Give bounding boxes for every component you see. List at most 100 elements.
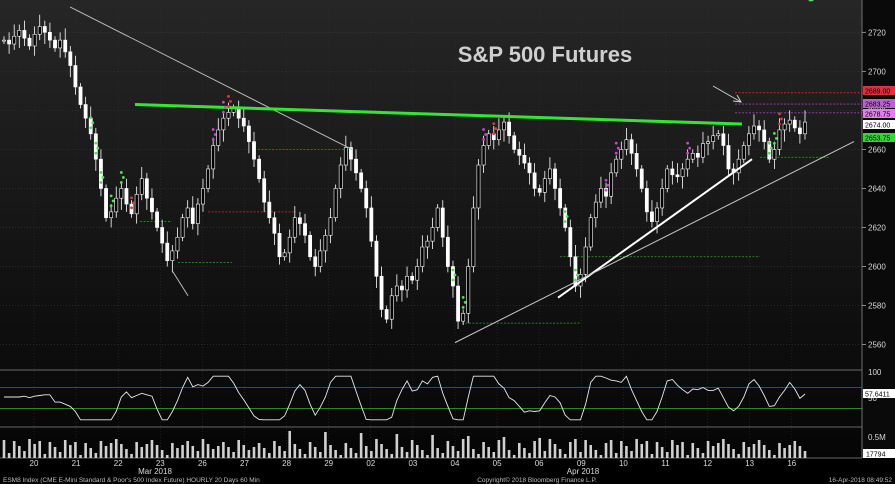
volume-bar (79, 455, 82, 458)
candle-body (53, 39, 57, 49)
candle-body (782, 123, 787, 131)
volume-bar (303, 454, 307, 458)
candle-body (287, 236, 292, 254)
setup-marker (574, 268, 577, 272)
volume-bar (222, 442, 225, 458)
volume-bar (548, 439, 552, 458)
setup-marker (96, 146, 100, 150)
candle-body (252, 141, 256, 160)
volume-bar (533, 441, 536, 458)
volume-bar (446, 441, 450, 458)
volume-bar (757, 440, 761, 458)
candle-body (410, 275, 415, 281)
setup-marker (686, 141, 690, 145)
setup-marker (94, 141, 98, 145)
price-tag-2678.75 (863, 109, 895, 118)
candle-body (701, 143, 705, 158)
y-tick-label-2720: 2720 (868, 28, 886, 37)
volume-bar (599, 455, 603, 458)
setup-marker (772, 132, 776, 135)
volume-value-label: 17794 (866, 452, 886, 459)
candle-body (379, 275, 384, 310)
x-tick-label-10: 10 (619, 459, 628, 468)
setup-marker (604, 188, 608, 192)
volume-bar (405, 452, 409, 458)
candle-body (277, 233, 282, 258)
volume-bar (563, 454, 567, 458)
candle-body (267, 201, 272, 219)
setup-marker (461, 305, 465, 309)
setup-marker (130, 196, 133, 200)
candle-body (272, 217, 277, 234)
setup-marker (463, 300, 467, 304)
volume-bar (665, 452, 669, 458)
volume-bar (431, 435, 434, 458)
candle-body (170, 250, 175, 261)
candle-body (593, 201, 598, 219)
candle-body (150, 197, 154, 213)
candle-body (206, 168, 210, 189)
y-tick-label-2580: 2580 (868, 302, 886, 311)
candle-body (496, 129, 501, 140)
volume-bar (502, 437, 506, 458)
candle-body (359, 172, 364, 189)
volume-bar (722, 439, 725, 458)
candle-body (680, 168, 685, 178)
candle-body (405, 275, 409, 291)
setup-marker (494, 127, 498, 131)
volume-bar (630, 451, 633, 458)
candle-body (32, 33, 37, 47)
volume-bar (329, 445, 332, 458)
volume-bar (390, 454, 394, 458)
volume-bar (660, 447, 664, 458)
candle-body (619, 149, 624, 160)
candle-body (37, 26, 42, 35)
candle-body (7, 39, 12, 45)
volume-bar (69, 445, 72, 458)
volume-bar (364, 446, 368, 458)
volume-bar (686, 455, 689, 458)
setup-marker (767, 141, 771, 145)
candle-body (88, 117, 93, 135)
candle-body (216, 129, 221, 146)
price-tag-label-2678.75: 2678.75 (865, 112, 890, 119)
footer-right: 16-Apr-2018 08:49:52 (829, 477, 893, 484)
setup-marker (565, 215, 569, 218)
volume-bar (798, 446, 802, 458)
volume-bar (466, 436, 470, 458)
candle-body (246, 125, 251, 142)
volume-bar (681, 442, 684, 458)
volume-bar (614, 453, 618, 458)
x-tick-label-21: 21 (72, 459, 81, 468)
volume-bar (12, 441, 16, 458)
setup-marker (778, 122, 781, 126)
x-tick-label-29: 29 (324, 459, 333, 468)
candle-body (282, 252, 287, 258)
volume-bar (33, 444, 36, 458)
volume-bar (487, 447, 490, 458)
setup-marker (767, 151, 771, 155)
volume-bar (762, 445, 766, 458)
volume-bar (43, 454, 47, 458)
volume-bar (7, 453, 11, 458)
y-tick-label-2560: 2560 (868, 341, 886, 350)
volume-bar (727, 444, 730, 458)
candle-body (777, 129, 782, 150)
candle-body (241, 117, 246, 127)
candle-body (292, 217, 297, 238)
candle-body (155, 211, 159, 228)
volume-bar (773, 455, 776, 458)
setup-marker (492, 122, 496, 126)
volume-bar (625, 446, 628, 458)
volume-bar (706, 441, 710, 458)
candle-body (73, 65, 78, 88)
candle-body (542, 178, 547, 193)
volume-bar (676, 445, 679, 458)
candle-body (604, 188, 608, 197)
setup-marker (808, 0, 812, 2)
volume-bar (395, 434, 399, 458)
x-tick-label-12: 12 (703, 459, 712, 468)
x-tick-label-27: 27 (240, 459, 249, 468)
volume-bar (28, 439, 31, 458)
candle-body (797, 127, 802, 135)
